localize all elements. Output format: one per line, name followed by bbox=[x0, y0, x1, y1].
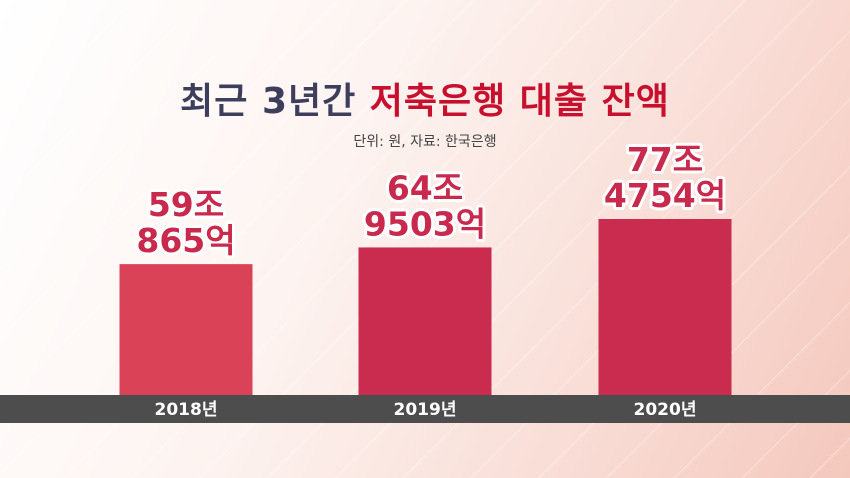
value-label-3-line-2: 4754억 bbox=[604, 176, 726, 215]
x-axis-band bbox=[0, 395, 850, 423]
category-label-2: 2019년 bbox=[394, 400, 457, 420]
title-part-red: 저축은행 대출 잔액 bbox=[369, 81, 670, 122]
value-label-1-line-2: 865억 bbox=[136, 221, 235, 260]
value-label-1-line-1: 59조 bbox=[148, 185, 224, 224]
value-label-2-line-2: 9503억 bbox=[364, 204, 486, 243]
title-part-dark: 최근 3년간 bbox=[180, 81, 370, 122]
category-label-3: 2020년 bbox=[634, 400, 697, 420]
value-label-3-line-1: 77조 bbox=[627, 140, 703, 179]
bar-1 bbox=[119, 264, 253, 395]
value-label-2-line-1: 64조 bbox=[387, 168, 463, 207]
chart-title: 최근 3년간 저축은행 대출 잔액 bbox=[0, 72, 850, 124]
bar-2 bbox=[358, 247, 492, 395]
bar-3 bbox=[598, 219, 732, 395]
category-label-1: 2018년 bbox=[155, 400, 218, 420]
chart-subtitle: 단위: 원, 자료: 한국은행 bbox=[353, 134, 497, 150]
